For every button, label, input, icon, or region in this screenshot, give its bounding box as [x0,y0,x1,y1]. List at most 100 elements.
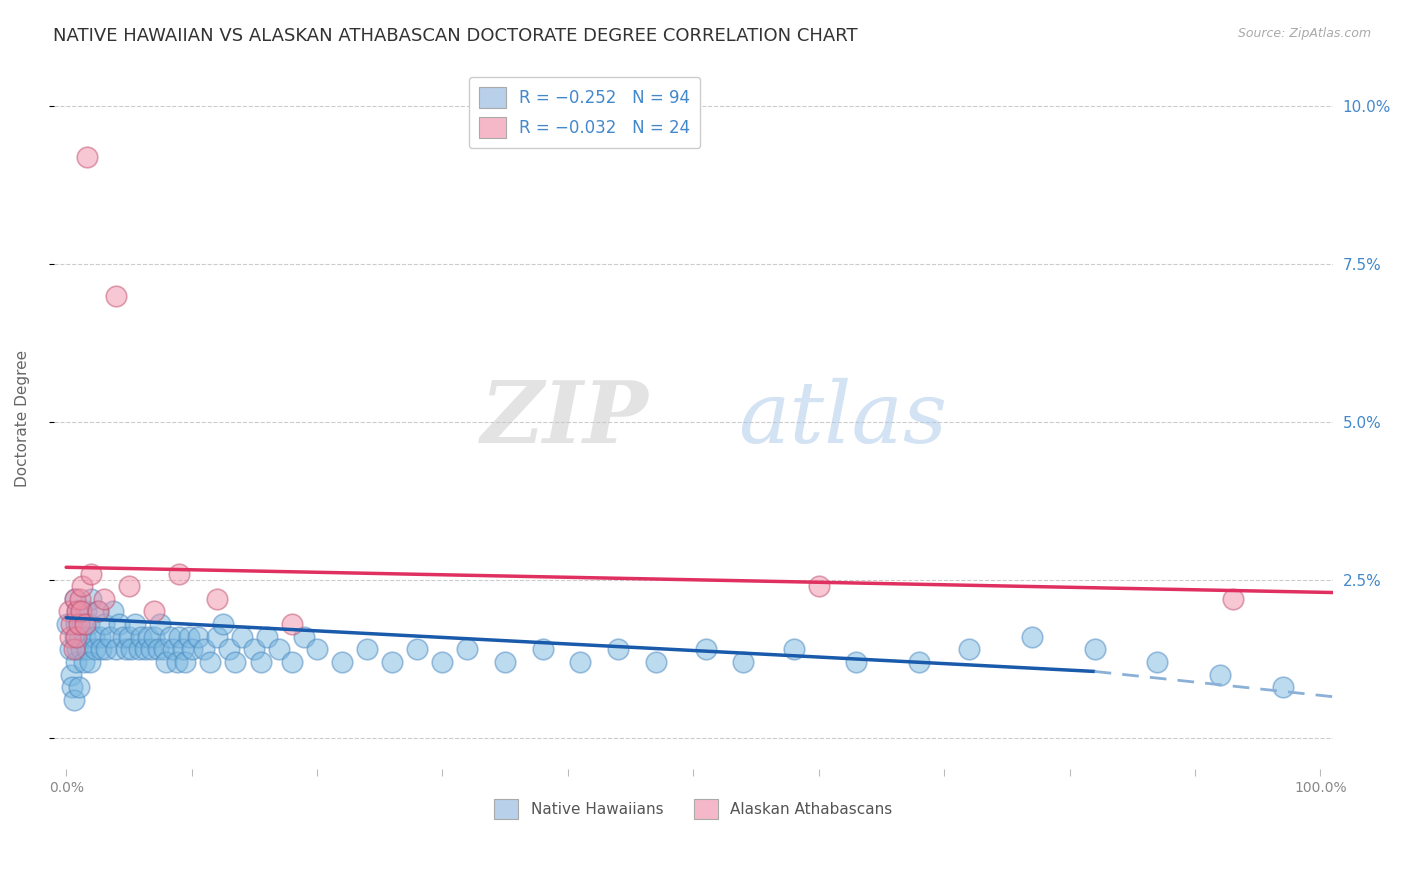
Point [79,655,101,669]
Legend: Native Hawaiians, Alaskan Athabascans: Native Hawaiians, Alaskan Athabascans [488,793,898,825]
Text: atlas: atlas [738,377,948,460]
Point [124,617,146,632]
Point [1222,591,1244,606]
Point [141,642,163,657]
Point [269,642,291,657]
Point [406,642,429,657]
Point [70,642,93,657]
Point [59,642,82,657]
Point [142,605,165,619]
Point [65,655,87,669]
Text: Source: ZipAtlas.com: Source: ZipAtlas.com [1237,27,1371,40]
Point [908,655,931,669]
Point [187,630,209,644]
Point [96,642,118,657]
Point [782,642,804,657]
Point [120,642,142,657]
Point [159,630,181,644]
Point [73,617,96,632]
Point [733,655,755,669]
Point [155,655,177,669]
Point [60,617,83,632]
Text: ZIP: ZIP [481,377,648,460]
Point [66,605,89,619]
Point [86,605,108,619]
Point [70,605,93,619]
Point [80,591,103,606]
Point [281,655,304,669]
Point [77,617,100,632]
Point [80,566,103,581]
Point [69,591,91,606]
Point [1021,630,1043,644]
Point [83,630,105,644]
Point [58,605,80,619]
Point [356,642,378,657]
Point [62,680,84,694]
Y-axis label: Doctorate Degree: Doctorate Degree [15,351,30,487]
Point [330,655,353,669]
Point [149,617,172,632]
Point [59,630,82,644]
Point [63,591,86,606]
Point [205,630,228,644]
Point [146,642,169,657]
Point [644,655,666,669]
Point [69,605,91,619]
Point [56,617,79,632]
Point [174,655,197,669]
Point [66,642,89,657]
Point [67,630,90,644]
Point [153,642,176,657]
Point [249,655,271,669]
Point [1084,642,1107,657]
Point [60,667,83,681]
Point [73,630,96,644]
Point [569,655,592,669]
Point [1209,667,1232,681]
Point [131,630,153,644]
Point [72,617,94,632]
Point [243,642,266,657]
Point [167,566,190,581]
Point [200,655,222,669]
Point [73,655,96,669]
Point [166,655,188,669]
Point [294,630,316,644]
Point [457,642,479,657]
Point [65,617,87,632]
Point [89,630,111,644]
Point [180,642,202,657]
Point [76,150,98,164]
Point [66,605,89,619]
Point [118,630,141,644]
Point [136,630,159,644]
Point [172,642,194,657]
Point [494,655,516,669]
Point [105,289,128,303]
Point [224,655,246,669]
Point [162,642,184,657]
Point [212,617,235,632]
Point [256,630,278,644]
Point [193,642,215,657]
Point [134,642,156,657]
Point [105,642,128,657]
Point [115,642,138,657]
Point [72,579,94,593]
Point [142,630,165,644]
Point [845,655,868,669]
Point [63,591,86,606]
Point [118,579,141,593]
Point [84,642,107,657]
Point [98,630,121,644]
Point [695,642,717,657]
Point [90,642,112,657]
Point [75,605,97,619]
Point [63,630,86,644]
Point [177,630,200,644]
Point [807,579,830,593]
Point [1146,655,1168,669]
Point [76,642,98,657]
Point [86,605,108,619]
